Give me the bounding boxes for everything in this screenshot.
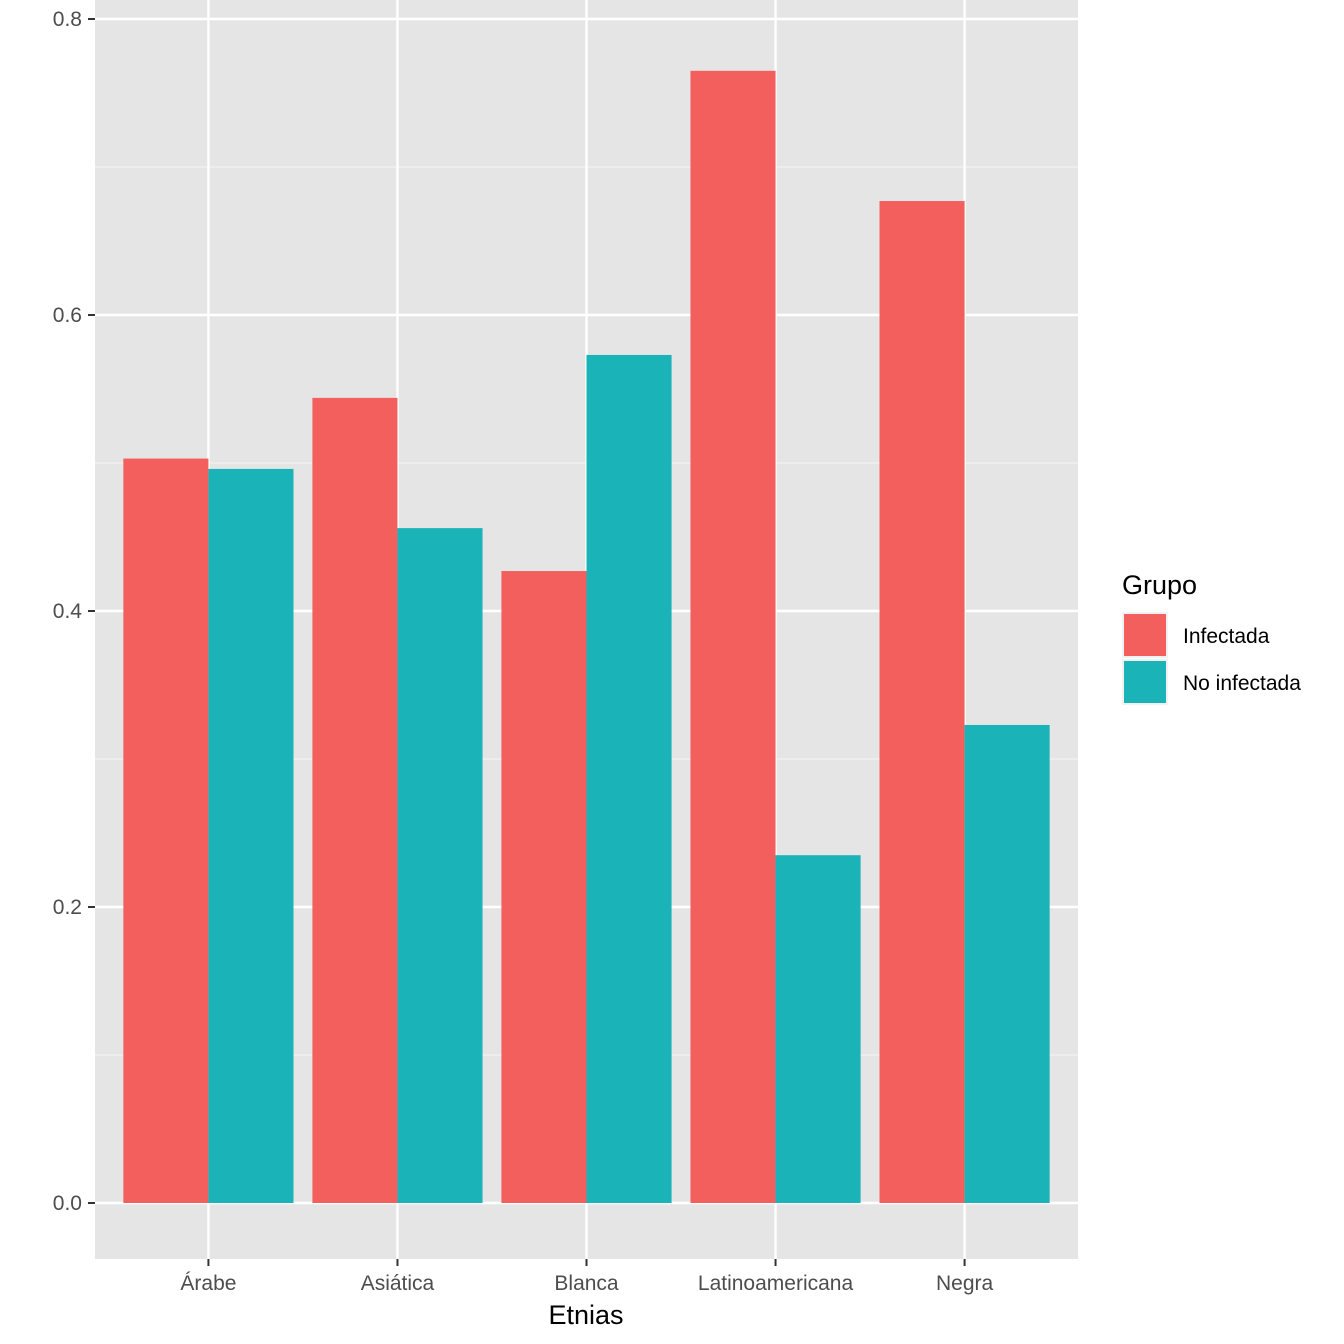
y-tick-label: 0.2 xyxy=(53,896,82,919)
bars xyxy=(123,70,1050,1204)
y-tick-label: 0.6 xyxy=(53,304,82,327)
legend-label: No infectada xyxy=(1183,672,1301,695)
bar xyxy=(690,70,776,1203)
legend-label: Infectada xyxy=(1183,625,1270,648)
x-tick-label: Negra xyxy=(936,1272,994,1295)
bar xyxy=(586,354,672,1204)
bar xyxy=(964,724,1050,1203)
x-axis-title: Etnias xyxy=(548,1300,623,1330)
y-axis: 0.0 0.2 0.4 0.6 0.8 xyxy=(53,8,95,1215)
x-tick-label: Asiática xyxy=(361,1272,435,1295)
y-tick-label: 0.8 xyxy=(53,8,82,31)
legend-swatch xyxy=(1124,614,1166,656)
y-tick-label: 0.4 xyxy=(53,600,83,623)
x-tick-label: Blanca xyxy=(554,1272,619,1295)
legend: Grupo Infectada No infectada xyxy=(1122,570,1301,705)
bar xyxy=(397,528,483,1203)
legend-swatch xyxy=(1124,661,1166,703)
bar xyxy=(123,458,209,1203)
bar xyxy=(208,468,294,1203)
bar xyxy=(879,201,965,1204)
bar xyxy=(775,855,861,1203)
y-tick-label: 0.0 xyxy=(53,1192,82,1215)
bar xyxy=(501,571,587,1203)
x-tick-label: Latinoamericana xyxy=(698,1272,854,1295)
bar xyxy=(312,397,398,1203)
x-axis: Árabe Asiática Blanca Latinoamericana Negra xyxy=(180,1259,993,1295)
legend-title: Grupo xyxy=(1122,570,1197,600)
x-tick-label: Árabe xyxy=(180,1272,236,1295)
